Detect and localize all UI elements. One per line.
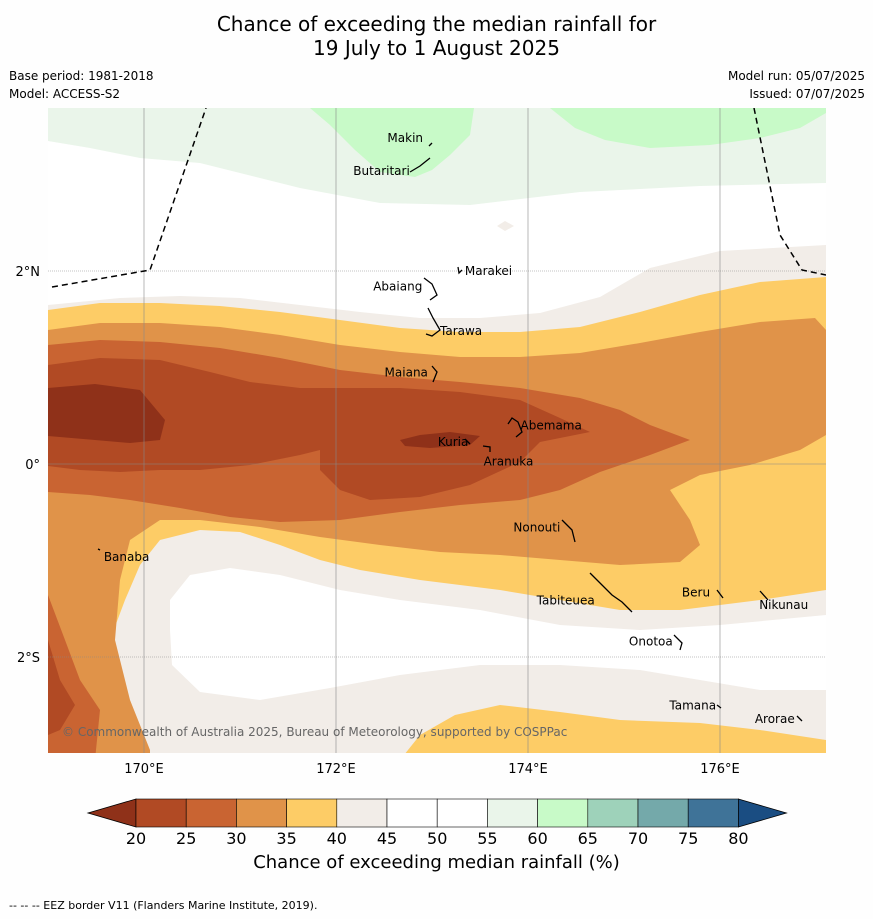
island-marakei-outline — [457, 266, 463, 275]
place-label-butaritari: Butaritari — [353, 164, 410, 178]
eez-border-west — [51, 108, 207, 288]
map-frame: Makin Butaritari Marakei Abaiang Tarawa Maian… — [48, 108, 826, 753]
colorbar-tick-30: 30 — [226, 829, 246, 848]
contour-60-65-northeast — [550, 108, 826, 148]
place-label-nikunau: Nikunau — [759, 598, 808, 612]
colorbar-label: Chance of exceeding median rainfall (%) — [253, 852, 620, 873]
island-tabiteuea-outline — [589, 572, 633, 613]
colorbar-low-arrow — [86, 798, 137, 828]
island-butaritari-outline — [409, 157, 431, 173]
island-arorae-outline — [796, 715, 803, 722]
lon-tick-176-e: 176°E — [700, 762, 740, 777]
title-line-1: Chance of exceeding the median rainfall … — [216, 12, 657, 36]
contour-40-45-blob — [497, 221, 514, 231]
island-tamana-outline — [716, 704, 722, 709]
place-label-tarawa: Tarawa — [439, 324, 482, 338]
latitude-labels: 2°N 0° 2°S — [16, 265, 41, 666]
contour-60-65-north — [310, 108, 474, 177]
place-label-abaiang: Abaiang — [373, 279, 422, 293]
colorbar-tick-70: 70 — [628, 829, 648, 848]
colorbar-segment-25 — [185, 798, 237, 828]
place-label-arorae: Arorae — [755, 712, 795, 726]
colorbar-segment-20 — [135, 798, 187, 828]
colorbar-tick-75: 75 — [678, 829, 698, 848]
place-label-tamana: Tamana — [668, 698, 716, 712]
eez-border — [51, 108, 826, 288]
contour-45-55-south — [170, 568, 826, 700]
longitude-labels: 170°E 172°E 174°E 176°E — [124, 762, 740, 777]
colorbar-tick-40: 40 — [327, 829, 347, 848]
island-kuria-outline — [464, 438, 471, 445]
island-tarawa-outline — [425, 307, 441, 337]
island-makin-outline — [428, 142, 433, 147]
island-banaba-outline — [97, 548, 101, 551]
place-label-beru: Beru — [682, 585, 710, 599]
colorbar-segment-40 — [336, 798, 388, 828]
lon-tick-174-e: 174°E — [508, 762, 548, 777]
island-beru-outline — [716, 589, 724, 599]
place-label-kuria: Kuria — [438, 435, 469, 449]
place-labels: Makin Butaritari Marakei Abaiang Tarawa Maian… — [104, 131, 808, 726]
meta-left: Base period: 1981-2018 Model: ACCESS-S2 — [9, 67, 154, 103]
island-outlines — [97, 142, 803, 722]
model-run: Model run: 05/07/2025 — [727, 69, 865, 83]
place-label-makin: Makin — [387, 131, 423, 145]
colorbar-high-arrow — [738, 798, 788, 828]
colorbar-segment-75 — [687, 798, 739, 828]
lon-tick-170-e: 170°E — [124, 762, 164, 777]
colorbar-tick-55: 55 — [477, 829, 497, 848]
colorbar-tick-50: 50 — [427, 829, 447, 848]
colorbar-tick-60: 60 — [527, 829, 547, 848]
island-onotoa-outline — [673, 634, 683, 651]
contour-35-40-southeast — [405, 705, 826, 753]
eez-border-east — [753, 108, 826, 276]
issued-date: Issued: 07/07/2025 — [749, 87, 865, 101]
colorbar-tick-20: 20 — [126, 829, 146, 848]
map-title: Chance of exceeding the median rainfall … — [0, 12, 873, 60]
colorbar-tick-35: 35 — [276, 829, 296, 848]
colorbar-segment-55 — [487, 798, 538, 828]
contour-20-25 — [48, 358, 590, 735]
place-label-banaba: Banaba — [104, 550, 150, 564]
title-line-2: 19 July to 1 August 2025 — [313, 36, 560, 60]
base-period: Base period: 1981-2018 — [9, 69, 154, 83]
eez-note: -- -- -- EEZ border V11 (Flanders Marine… — [9, 899, 318, 912]
copyright-note: © Commonwealth of Australia 2025, Bureau… — [62, 725, 567, 739]
lat-tick-2n: 2°N — [16, 265, 41, 280]
colorbar-segment-35 — [286, 798, 338, 828]
colorbar-segment-30 — [236, 798, 287, 828]
place-label-aranuka: Aranuka — [484, 455, 534, 469]
island-maiana-outline — [431, 365, 438, 383]
lon-tick-172-e: 172°E — [316, 762, 356, 777]
island-aranuka-outline — [482, 445, 491, 452]
place-label-maiana: Maiana — [385, 365, 428, 379]
colorbar: 20 25 30 35 40 45 50 55 60 65 70 75 80 — [86, 798, 788, 848]
island-nonouti-outline — [561, 519, 576, 543]
colorbar-tick-25: 25 — [176, 829, 196, 848]
colorbar-tick-65: 65 — [578, 829, 598, 848]
place-label-tabiteuea: Tabiteuea — [536, 593, 595, 607]
model-name: Model: ACCESS-S2 — [9, 87, 121, 101]
place-label-abemama: Abemama — [521, 418, 582, 432]
island-abemama-outline — [507, 417, 523, 438]
lat-tick-0: 0° — [25, 458, 40, 473]
place-label-marakei: Marakei — [465, 264, 512, 278]
gridlines — [48, 108, 826, 753]
island-nikunau-outline — [759, 590, 769, 601]
place-label-onotoa: Onotoa — [629, 635, 673, 649]
contour-below-20 — [48, 384, 480, 448]
island-abaiang-outline — [423, 277, 438, 301]
colorbar-segment-60 — [537, 798, 589, 828]
colorbar-segment-65 — [587, 798, 639, 828]
colorbar-segment-45 — [386, 798, 438, 828]
colorbar-tick-80: 80 — [728, 829, 748, 848]
colorbar-segment-70 — [637, 798, 689, 828]
place-label-nonouti: Nonouti — [513, 521, 560, 535]
lat-tick-2s: 2°S — [17, 651, 40, 666]
colorbar-segment-50 — [436, 798, 488, 828]
meta-right: Model run: 05/07/2025 Issued: 07/07/2025 — [728, 67, 865, 103]
colorbar-tick-45: 45 — [377, 829, 397, 848]
